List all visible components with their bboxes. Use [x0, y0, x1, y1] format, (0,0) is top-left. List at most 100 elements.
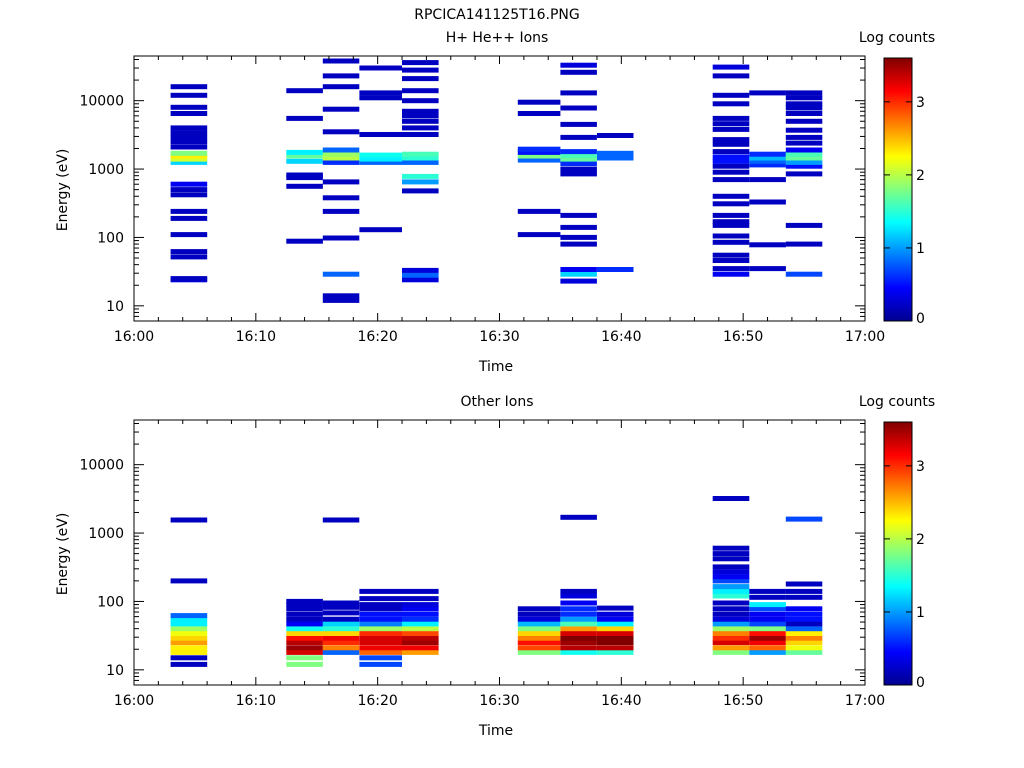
x-tick-label: 16:30 [479, 329, 519, 345]
heatmap-cell [359, 588, 402, 594]
heatmap-cell [170, 631, 208, 636]
heatmap-cell [560, 606, 597, 612]
heatmap-cell [286, 158, 323, 164]
heatmap-cell [402, 272, 439, 278]
colorbar-tick-label: 2 [916, 168, 925, 184]
x-tick-label: 17:00 [845, 693, 885, 709]
x-tick-label: 16:50 [723, 693, 763, 709]
heatmap-cell [560, 621, 597, 627]
heatmap-cell [785, 163, 823, 169]
heatmap-cell [712, 252, 750, 258]
heatmap-cell [560, 278, 597, 284]
x-axis: 16:00 16:10 16:20 16:30 16:40 16:50 17:00 [114, 56, 885, 345]
heatmap-cell [560, 640, 597, 646]
heatmap-cell [560, 649, 597, 655]
heatmap-cell [170, 626, 208, 632]
heatmap-cell [749, 90, 786, 96]
heatmap-cell [597, 645, 634, 651]
heatmap-cell [712, 101, 750, 107]
heatmap-cell [322, 195, 360, 201]
heatmap-cell [597, 616, 634, 622]
heatmap-cell [359, 90, 402, 96]
x-tick-label: 16:00 [114, 693, 154, 709]
heatmap-cell [785, 645, 823, 651]
heatmap-cell [560, 271, 597, 277]
heatmap-cell [712, 193, 750, 199]
colorbar-tick-label: 0 [916, 311, 925, 327]
colorbar-ticks: 0 1 2 3 [884, 95, 925, 327]
heatmap-cell [322, 616, 360, 622]
heatmap-cell [749, 177, 786, 183]
heatmap-cell [597, 626, 634, 632]
heatmap-cell [597, 155, 634, 161]
heatmap-cell [359, 602, 402, 608]
heatmap-cell [785, 111, 823, 116]
heatmap-cell [749, 162, 786, 168]
heatmap-cell [402, 88, 439, 94]
heatmap-cell [785, 171, 823, 177]
heatmap-cell [359, 159, 402, 165]
heatmap-cell [749, 626, 786, 632]
heatmap-cell [322, 106, 360, 112]
panel-title: H+ He++ Ions [446, 30, 549, 46]
heatmap-cell [170, 111, 208, 116]
heatmap-cell [785, 649, 823, 655]
heatmap-cell [597, 640, 634, 646]
heatmap-cell [402, 631, 439, 636]
heatmap-cell [322, 159, 360, 165]
heatmap-cell [170, 181, 208, 187]
heatmap-cell [712, 154, 750, 160]
heatmap-cell [170, 84, 208, 90]
heatmap-cell [785, 626, 823, 632]
heatmap-cell [597, 611, 634, 617]
heatmap-cell [712, 233, 750, 239]
heatmap-cell [322, 517, 360, 523]
heatmap-cell [517, 616, 561, 622]
heatmap-cell [286, 649, 323, 655]
heatmap-cell [785, 127, 823, 133]
heatmap-cell [785, 621, 823, 627]
heatmap-cell [402, 151, 439, 157]
heatmap-cell [322, 640, 360, 646]
heatmap-cell [402, 67, 439, 73]
heatmap-cell [517, 635, 561, 641]
heatmap-cell [560, 241, 597, 247]
x-tick-label: 16:50 [723, 329, 763, 345]
heatmap-cell [170, 649, 208, 655]
x-tick-label: 16:40 [601, 693, 641, 709]
colorbar-tick-label: 3 [916, 95, 925, 111]
heatmap-cell [286, 606, 323, 612]
heatmap-cell [359, 132, 402, 137]
heatmap-cell [402, 645, 439, 651]
heatmap-cell [560, 593, 597, 599]
plot-frame [133, 419, 866, 686]
heatmap-cell [170, 645, 208, 651]
heatmap-cell [749, 621, 786, 627]
heatmap-cell [560, 611, 597, 617]
heatmap-cell [402, 611, 439, 617]
heatmap-cell [322, 297, 360, 303]
heatmap-cell [286, 655, 323, 661]
heatmap-cells [170, 58, 823, 303]
heatmap-cell [597, 133, 634, 138]
heatmap-cell [785, 134, 823, 140]
heatmap-cell [712, 551, 750, 557]
heatmap-cell [749, 155, 786, 161]
heatmap-cell [322, 626, 360, 632]
heatmap-cell [785, 101, 823, 107]
heatmap-cell [785, 151, 823, 157]
heatmap-cell [359, 227, 402, 233]
heatmap-cell [170, 156, 208, 162]
x-tick-label: 16:10 [236, 693, 276, 709]
heatmap-cell [359, 626, 402, 632]
heatmap-cell [170, 578, 208, 584]
heatmap-cell [785, 271, 823, 277]
heatmap-cell [712, 626, 750, 632]
heatmap-cell [170, 254, 208, 260]
heatmap-cell [560, 588, 597, 594]
heatmap-cell [749, 606, 786, 612]
heatmap-cell [402, 155, 439, 161]
heatmap-cell [402, 588, 439, 594]
heatmap-cell [712, 584, 750, 590]
colorbar-ticks: 0 1 2 3 [884, 459, 925, 691]
